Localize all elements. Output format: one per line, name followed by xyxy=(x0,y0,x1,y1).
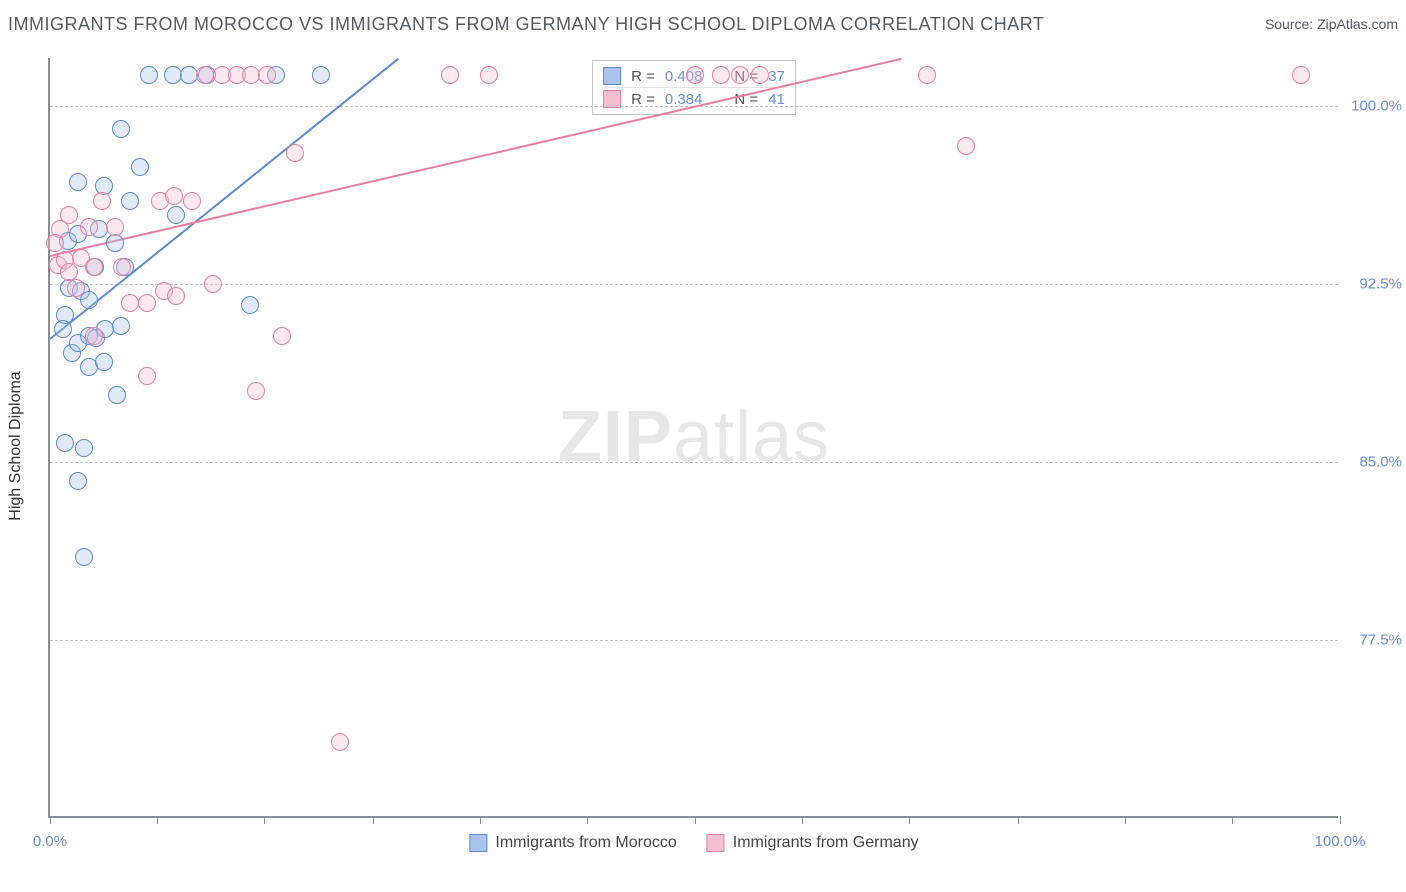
x-tick xyxy=(1232,816,1233,824)
data-point xyxy=(108,386,126,404)
data-point xyxy=(67,279,85,297)
data-point xyxy=(273,327,291,345)
data-point xyxy=(196,66,214,84)
y-tick-label: 85.0% xyxy=(1359,453,1402,470)
data-point xyxy=(80,218,98,236)
watermark: ZIPatlas xyxy=(558,396,830,478)
x-tick xyxy=(157,816,158,824)
data-point xyxy=(95,353,113,371)
data-point xyxy=(106,234,124,252)
data-point xyxy=(131,158,149,176)
data-point xyxy=(258,66,276,84)
x-tick xyxy=(1340,816,1341,824)
data-point xyxy=(75,439,93,457)
gridline xyxy=(50,462,1338,463)
data-point xyxy=(441,66,459,84)
chart-title: IMMIGRANTS FROM MOROCCO VS IMMIGRANTS FR… xyxy=(8,14,1044,35)
data-point xyxy=(712,66,730,84)
data-point xyxy=(331,733,349,751)
header: IMMIGRANTS FROM MOROCCO VS IMMIGRANTS FR… xyxy=(0,0,1406,48)
data-point xyxy=(1292,66,1310,84)
data-point xyxy=(138,367,156,385)
x-tick xyxy=(264,816,265,824)
data-point xyxy=(167,287,185,305)
swatch-morocco-icon xyxy=(469,834,487,852)
data-point xyxy=(106,218,124,236)
x-tick xyxy=(480,816,481,824)
series-legend: Immigrants from Morocco Immigrants from … xyxy=(469,834,918,852)
data-point xyxy=(121,294,139,312)
data-point xyxy=(918,66,936,84)
data-point xyxy=(138,294,156,312)
x-tick xyxy=(1018,816,1019,824)
data-point xyxy=(286,144,304,162)
x-tick xyxy=(373,816,374,824)
gridline xyxy=(50,640,1338,641)
data-point xyxy=(957,137,975,155)
x-tick-label: 0.0% xyxy=(33,833,67,850)
data-point xyxy=(85,258,103,276)
y-tick-label: 77.5% xyxy=(1359,631,1402,648)
data-point xyxy=(112,120,130,138)
y-tick-label: 92.5% xyxy=(1359,275,1402,292)
r-label: R = xyxy=(631,68,655,85)
data-point xyxy=(69,173,87,191)
data-point xyxy=(241,296,259,314)
swatch-morocco xyxy=(603,67,621,85)
data-point xyxy=(85,327,103,345)
data-point xyxy=(312,66,330,84)
data-point xyxy=(140,66,158,84)
data-point xyxy=(121,192,139,210)
legend-item-germany: Immigrants from Germany xyxy=(707,834,919,852)
watermark-atlas: atlas xyxy=(673,397,830,477)
trend-line xyxy=(50,58,902,257)
data-point xyxy=(75,548,93,566)
n-value-morocco: 37 xyxy=(768,68,785,85)
data-point xyxy=(165,187,183,205)
data-point xyxy=(54,320,72,338)
data-point xyxy=(56,434,74,452)
data-point xyxy=(686,66,704,84)
source-label: Source: ZipAtlas.com xyxy=(1265,16,1398,32)
data-point xyxy=(731,66,749,84)
data-point xyxy=(164,66,182,84)
data-point xyxy=(183,192,201,210)
x-tick xyxy=(1125,816,1126,824)
data-point xyxy=(751,66,769,84)
x-tick xyxy=(909,816,910,824)
legend-label-germany: Immigrants from Germany xyxy=(733,834,919,852)
x-tick xyxy=(50,816,51,824)
data-point xyxy=(480,66,498,84)
legend-item-morocco: Immigrants from Morocco xyxy=(469,834,676,852)
y-tick-label: 100.0% xyxy=(1351,97,1402,114)
x-tick xyxy=(802,816,803,824)
data-point xyxy=(60,263,78,281)
data-point xyxy=(247,382,265,400)
watermark-zip: ZIP xyxy=(558,397,673,477)
data-point xyxy=(69,472,87,490)
data-point xyxy=(204,275,222,293)
x-tick xyxy=(695,816,696,824)
x-tick-label: 100.0% xyxy=(1315,833,1366,850)
gridline xyxy=(50,284,1338,285)
swatch-germany-icon xyxy=(707,834,725,852)
y-axis-label: High School Diploma xyxy=(7,371,25,520)
data-point xyxy=(113,258,131,276)
data-point xyxy=(112,317,130,335)
plot-area: ZIPatlas R = 0.408 N = 37 R = 0.384 N = … xyxy=(48,58,1338,818)
data-point xyxy=(46,234,64,252)
x-tick xyxy=(587,816,588,824)
data-point xyxy=(93,192,111,210)
legend-label-morocco: Immigrants from Morocco xyxy=(495,834,676,852)
data-point xyxy=(167,206,185,224)
